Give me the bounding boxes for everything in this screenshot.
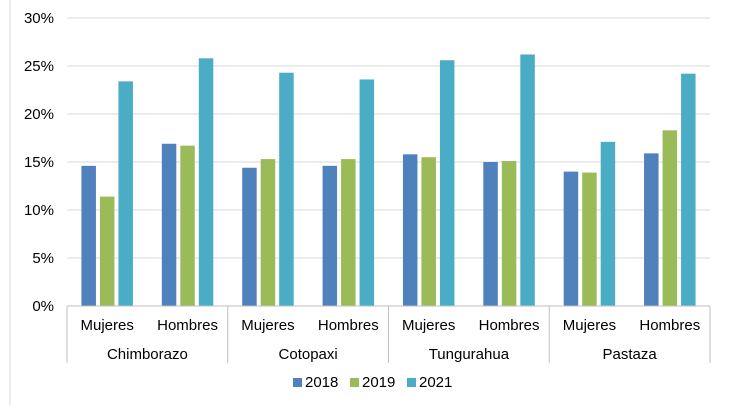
bar (242, 167, 257, 306)
bar (118, 81, 133, 306)
bar (421, 157, 436, 306)
x-category-label: Mujeres (563, 317, 616, 334)
legend-label: 2019 (362, 374, 395, 391)
x-group-label: Tungurahua (429, 346, 510, 363)
bar (644, 153, 659, 306)
y-tick-label: 0% (32, 298, 54, 315)
bar (600, 141, 616, 306)
bar (582, 172, 597, 306)
x-category-label: Mujeres (241, 317, 294, 334)
y-tick-label: 20% (24, 106, 54, 123)
legend-label: 2021 (419, 374, 452, 391)
axes: 0% 5% 10% 15% 20% 25% 30% Mujeres Hombres Mujeres… (24, 10, 711, 363)
x-group-label: Chimborazo (107, 346, 188, 363)
x-category-label: Mujeres (402, 317, 455, 334)
bar (198, 58, 214, 306)
legend-label: 2018 (305, 374, 338, 391)
x-category-label: Hombres (157, 317, 218, 334)
x-category-label: Hombres (479, 317, 540, 334)
bar (483, 162, 498, 306)
bar (322, 165, 338, 306)
bar (260, 159, 276, 306)
bar (501, 161, 517, 306)
bar (402, 154, 418, 306)
bar (279, 72, 294, 306)
bar (662, 130, 678, 306)
y-tick-label: 5% (32, 250, 54, 267)
bar (180, 145, 195, 306)
x-category-label: Hombres (318, 317, 379, 334)
x-group-label: Pastaza (603, 346, 658, 363)
bar (161, 143, 177, 306)
bar (439, 60, 455, 306)
legend-swatch (407, 378, 416, 387)
bar (520, 54, 535, 307)
legend-swatch (293, 378, 302, 387)
legend: 2018 2019 2021 (293, 374, 452, 391)
y-tick-label: 10% (24, 202, 54, 219)
bar (563, 171, 579, 306)
legend-swatch (350, 378, 359, 387)
x-category-label: Hombres (639, 317, 700, 334)
bar (359, 79, 375, 306)
x-category-label: Mujeres (81, 317, 134, 334)
bar (681, 73, 696, 307)
bar (99, 196, 115, 306)
y-tick-label: 30% (24, 10, 54, 27)
bars (81, 54, 696, 307)
bar (341, 159, 356, 306)
bar (81, 165, 96, 306)
y-tick-label: 25% (24, 58, 54, 75)
x-group-label: Cotopaxi (279, 346, 338, 363)
y-tick-label: 15% (24, 154, 54, 171)
